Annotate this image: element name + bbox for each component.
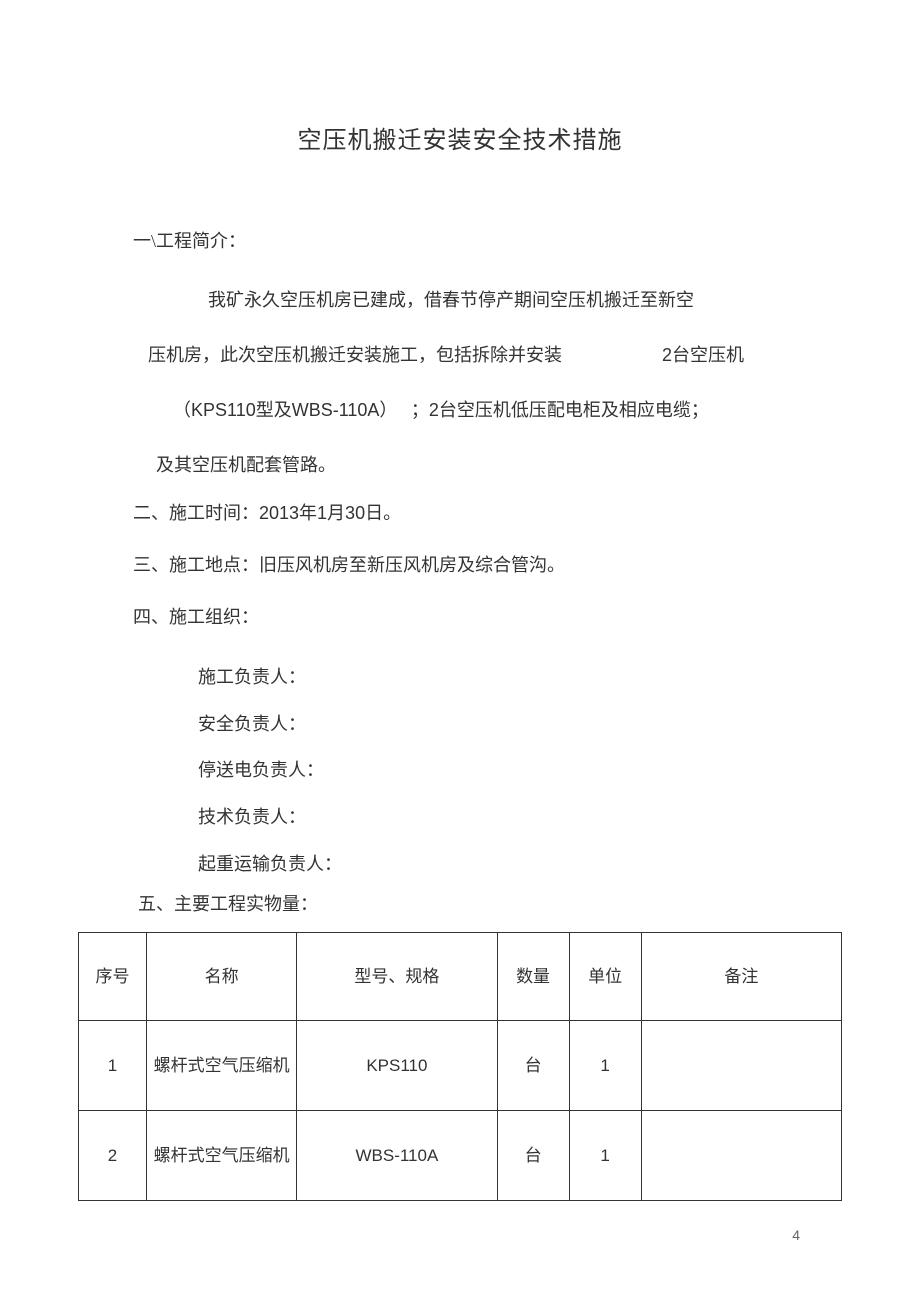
section-1-heading: 一\工程简介： bbox=[78, 225, 842, 257]
page-number: 4 bbox=[792, 1227, 800, 1243]
table-cell-unit: 1 bbox=[569, 1111, 641, 1201]
section-2: 二、施工时间：2013年1月30日。 bbox=[78, 497, 842, 529]
table-header-seq: 序号 bbox=[79, 933, 147, 1021]
table-cell-seq: 2 bbox=[79, 1111, 147, 1201]
section-4-item-b: 安全负责人： bbox=[78, 701, 842, 748]
section-5-heading: 五、主要工程实物量： bbox=[78, 888, 842, 920]
table-cell-name: 螺杆式空气压缩机 bbox=[147, 1111, 297, 1201]
quantities-table: 序号 名称 型号、规格 数量 单位 备注 1 螺杆式空气压缩机 KPS110 台… bbox=[78, 932, 842, 1201]
table-header-row: 序号 名称 型号、规格 数量 单位 备注 bbox=[79, 933, 842, 1021]
section-1-para-line2b: 2台空压机 bbox=[662, 332, 744, 379]
section-4-item-a: 施工负责人： bbox=[78, 654, 842, 701]
document-page: 空压机搬迁安装安全技术措施 一\工程简介： 我矿永久空压机房已建成，借春节停产期… bbox=[0, 0, 920, 1261]
section-3-value: 旧压风机房至新压风机房及综合管沟。 bbox=[259, 555, 565, 575]
table-header-remark: 备注 bbox=[641, 933, 841, 1021]
table-cell-model: WBS-110A bbox=[297, 1111, 497, 1201]
section-1-para-line3: （KPS110型及WBS-110A） ；2台空压机低压配电柜及相应电缆； bbox=[78, 387, 842, 434]
section-4-heading: 四、施工组织： bbox=[78, 601, 842, 633]
table-cell-qty: 台 bbox=[497, 1021, 569, 1111]
table-cell-model: KPS110 bbox=[297, 1021, 497, 1111]
section-2-label: 二、施工时间： bbox=[133, 503, 259, 523]
table-cell-unit: 1 bbox=[569, 1021, 641, 1111]
section-1-para-line2: 压机房，此次空压机搬迁安装施工，包括拆除并安装 2台空压机 bbox=[78, 332, 842, 379]
table-cell-remark bbox=[641, 1111, 841, 1201]
section-1-para-line1: 我矿永久空压机房已建成，借春节停产期间空压机搬迁至新空 bbox=[78, 277, 842, 324]
section-2-value: 2013年1月30日。 bbox=[259, 503, 401, 523]
table-row: 1 螺杆式空气压缩机 KPS110 台 1 bbox=[79, 1021, 842, 1111]
table-header-name: 名称 bbox=[147, 933, 297, 1021]
section-1-para-line3b: ；2台空压机低压配电柜及相应电缆； bbox=[411, 400, 709, 420]
table-cell-remark bbox=[641, 1021, 841, 1111]
section-3-label: 三、施工地点： bbox=[133, 555, 259, 575]
section-3: 三、施工地点：旧压风机房至新压风机房及综合管沟。 bbox=[78, 549, 842, 581]
section-1-para-line3a: （KPS110型及WBS-110A） bbox=[173, 400, 397, 420]
table-cell-qty: 台 bbox=[497, 1111, 569, 1201]
table-header-model: 型号、规格 bbox=[297, 933, 497, 1021]
section-4-item-e: 起重运输负责人： bbox=[78, 841, 842, 888]
table-cell-seq: 1 bbox=[79, 1021, 147, 1111]
table-cell-name: 螺杆式空气压缩机 bbox=[147, 1021, 297, 1111]
section-1-para-line2a: 压机房，此次空压机搬迁安装施工，包括拆除并安装 bbox=[148, 345, 562, 365]
document-title: 空压机搬迁安装安全技术措施 bbox=[78, 120, 842, 155]
section-1-para-line4: 及其空压机配套管路。 bbox=[78, 442, 842, 489]
table-header-qty: 数量 bbox=[497, 933, 569, 1021]
section-4-item-c: 停送电负责人： bbox=[78, 747, 842, 794]
section-4-item-d: 技术负责人： bbox=[78, 794, 842, 841]
table-header-unit: 单位 bbox=[569, 933, 641, 1021]
table-row: 2 螺杆式空气压缩机 WBS-110A 台 1 bbox=[79, 1111, 842, 1201]
